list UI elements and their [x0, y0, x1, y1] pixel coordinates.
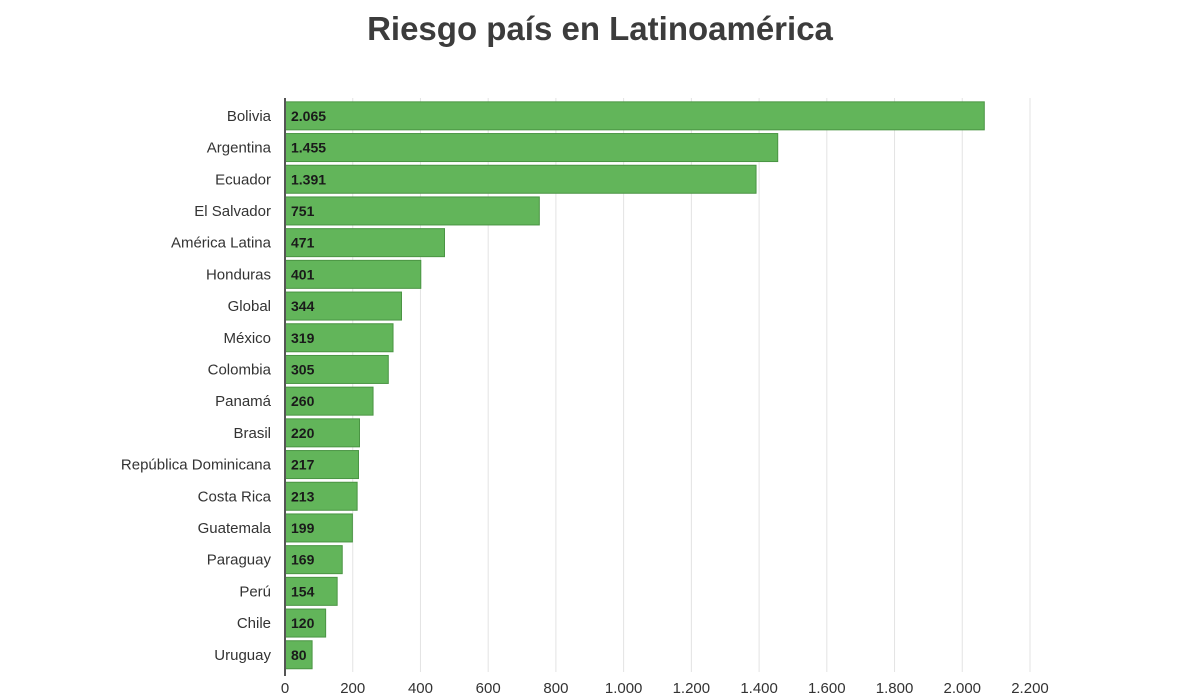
x-tick-label: 1.000 — [605, 680, 643, 697]
value-label: 169 — [291, 552, 315, 568]
x-tick-label: 2.200 — [1011, 680, 1049, 697]
value-label: 305 — [291, 361, 315, 377]
value-label: 220 — [291, 425, 315, 441]
x-tick-label: 400 — [408, 680, 433, 697]
category-label: Perú — [239, 583, 271, 600]
x-tick-label: 2.000 — [943, 680, 981, 697]
category-label: Uruguay — [214, 647, 271, 664]
labels: 0 200 400 600 800 1.000 1.200 1.400 1.600 1.800 2.… — [121, 108, 1049, 697]
x-tick-label: 1.400 — [740, 680, 778, 697]
value-label: 217 — [291, 457, 315, 473]
category-label: Honduras — [206, 266, 271, 283]
category-label: Paraguay — [207, 552, 272, 569]
bar — [284, 133, 779, 163]
value-label: 1.455 — [291, 140, 326, 156]
category-label: Ecuador — [215, 171, 271, 188]
bar — [284, 450, 359, 480]
bar — [284, 481, 358, 511]
x-tick-label: 1.800 — [876, 680, 914, 697]
value-label: 1.391 — [291, 171, 326, 187]
chart-title: Riesgo país en Latinoamérica — [367, 10, 833, 47]
category-label: Chile — [237, 615, 271, 632]
category-label: Argentina — [207, 140, 272, 157]
value-label: 213 — [291, 488, 315, 504]
x-tick-label: 800 — [543, 680, 568, 697]
bar — [284, 418, 360, 448]
bar — [284, 291, 402, 321]
bar — [284, 196, 540, 226]
category-label: Guatemala — [198, 520, 272, 537]
x-tick-label: 600 — [476, 680, 501, 697]
value-label: 319 — [291, 330, 315, 346]
category-label: Brasil — [233, 425, 271, 442]
category-label: Panamá — [215, 393, 272, 410]
x-tick-label: 1.600 — [808, 680, 846, 697]
value-label: 154 — [291, 583, 315, 599]
value-label: 80 — [291, 647, 307, 663]
value-label: 260 — [291, 393, 315, 409]
bar — [284, 354, 389, 384]
value-label: 401 — [291, 266, 315, 282]
value-label: 2.065 — [291, 108, 326, 124]
category-label: El Salvador — [194, 203, 271, 220]
bar — [284, 101, 985, 131]
bar — [284, 608, 327, 638]
x-tick-label: 1.200 — [673, 680, 711, 697]
category-label: Colombia — [208, 361, 272, 378]
bar — [284, 640, 313, 670]
x-tick-label: 0 — [281, 680, 289, 697]
value-label: 751 — [291, 203, 315, 219]
bar — [284, 545, 343, 575]
value-label: 120 — [291, 615, 315, 631]
value-label: 471 — [291, 235, 315, 251]
value-label: 344 — [291, 298, 315, 314]
bar — [284, 228, 445, 258]
category-label: Bolivia — [227, 108, 272, 125]
category-label: Global — [228, 298, 271, 315]
value-label: 199 — [291, 520, 315, 536]
bar — [284, 164, 757, 194]
category-label: México — [223, 330, 271, 347]
category-label: República Dominicana — [121, 457, 272, 474]
x-tick-label: 200 — [340, 680, 365, 697]
bars — [284, 101, 985, 670]
category-label: América Latina — [171, 235, 272, 252]
category-label: Costa Rica — [198, 488, 272, 505]
